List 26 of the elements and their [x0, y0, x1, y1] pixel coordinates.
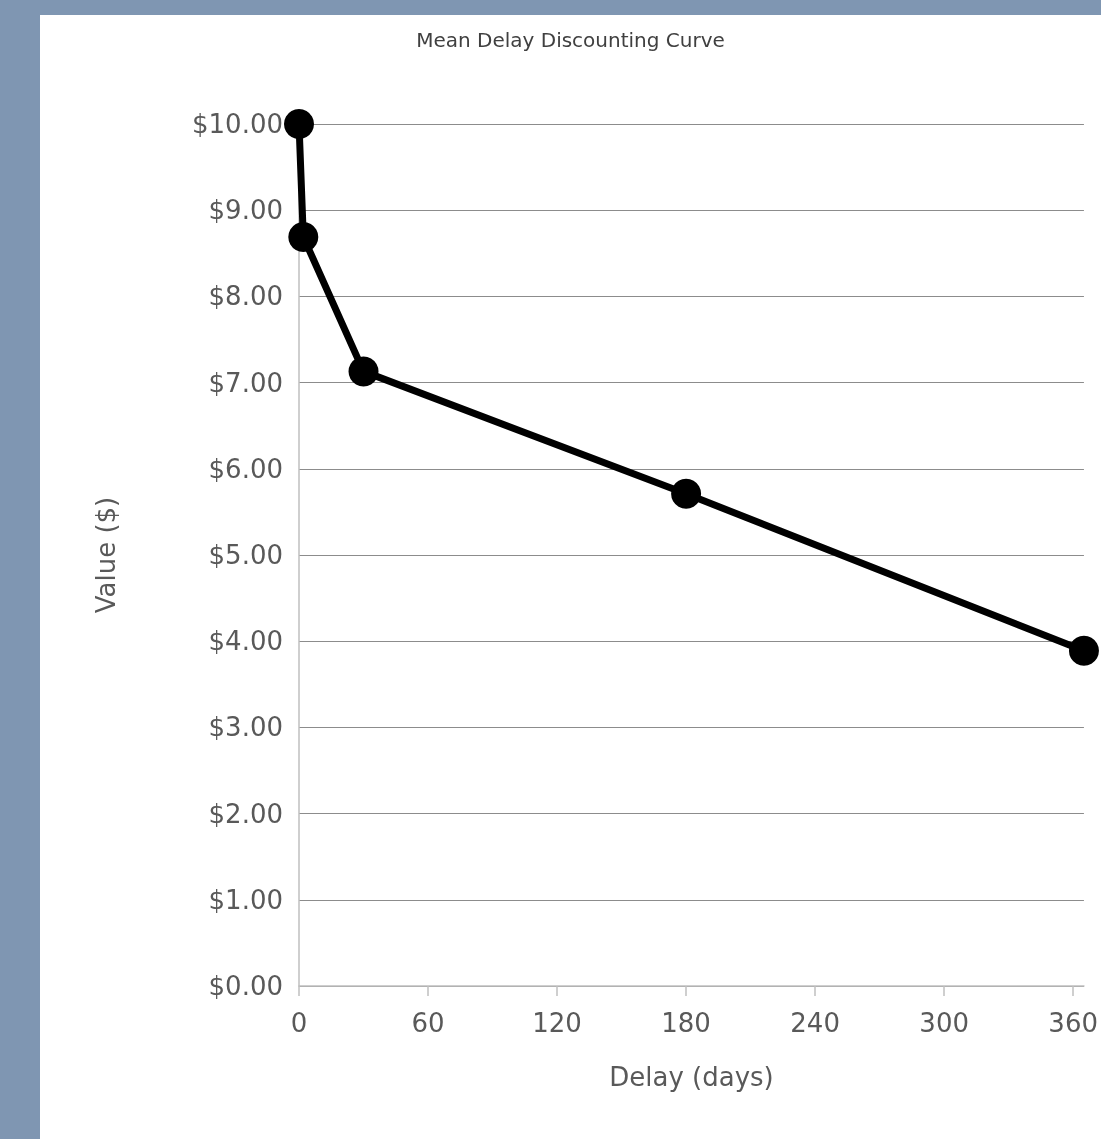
point — [348, 356, 379, 387]
point — [1068, 635, 1099, 666]
y-tick-label: $10.00 — [192, 109, 283, 139]
y-axis-title: Value ($) — [91, 496, 121, 614]
x-tick-label: 0 — [290, 1008, 308, 1038]
x-tick-label: 360 — [1048, 1008, 1099, 1038]
x-tick-label: 300 — [919, 1008, 969, 1038]
point — [671, 478, 702, 509]
chart-title: Mean Delay Discounting Curve — [416, 28, 725, 52]
y-tick-label: $2.00 — [208, 798, 283, 829]
x-tick-label: 60 — [411, 1008, 445, 1038]
y-tick-label: $0.00 — [208, 971, 283, 1001]
point — [288, 221, 319, 252]
y-tick-label: $8.00 — [208, 281, 283, 312]
y-tick-label: $5.00 — [208, 540, 283, 570]
y-tick-label: $6.00 — [208, 453, 283, 484]
x-tick-label: 240 — [790, 1008, 840, 1038]
y-tick-label: $7.00 — [208, 367, 283, 398]
x-axis-title: Delay (days) — [609, 1062, 774, 1092]
point — [284, 109, 314, 139]
y-tick-label: $9.00 — [208, 195, 283, 226]
x-tick-label: 180 — [661, 1008, 711, 1038]
y-tick-label: $1.00 — [208, 884, 283, 915]
y-tick-label: $4.00 — [208, 626, 283, 657]
y-tick-label: $3.00 — [208, 712, 283, 743]
x-tick-label: 120 — [532, 1008, 582, 1038]
